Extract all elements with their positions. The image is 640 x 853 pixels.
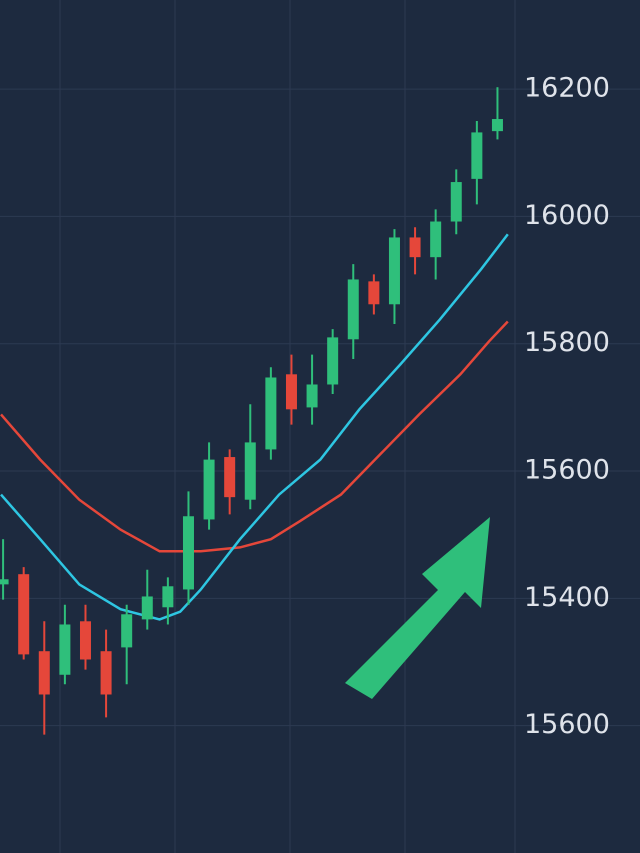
candle-body: [265, 377, 277, 450]
candle-body: [388, 237, 400, 305]
moving-average-line: [0, 320, 509, 553]
candle-body: [18, 574, 30, 655]
candle-body: [409, 237, 421, 258]
candle-body: [121, 614, 133, 648]
y-tick-label: 15800: [524, 327, 610, 358]
up-arrow: [345, 517, 490, 699]
vertical-grid: [59, 0, 516, 853]
candle-body: [59, 624, 71, 675]
candle-body: [244, 442, 256, 500]
candle-body: [182, 516, 194, 590]
candle-body: [162, 586, 174, 608]
moving-average-line: [0, 233, 509, 621]
candle-body: [368, 281, 380, 305]
candle-body: [450, 182, 462, 222]
candle-body: [0, 579, 9, 585]
candle-body: [327, 337, 339, 385]
y-tick-label: 15600: [524, 455, 610, 486]
candle-body: [38, 651, 50, 695]
candle-body: [347, 279, 359, 340]
candle-body: [491, 119, 503, 132]
candle-body: [224, 457, 236, 498]
candle-body: [430, 221, 442, 258]
candle-body: [471, 132, 483, 179]
candle-body: [285, 374, 297, 410]
y-tick-label: 16000: [524, 200, 610, 231]
y-tick-label: 15600: [524, 709, 610, 740]
plot: 16200 16000 15800 15600 15400 15600: [0, 73, 640, 740]
candle-body: [306, 384, 318, 408]
y-tick-label: 16200: [524, 73, 610, 104]
candle-body: [100, 651, 112, 695]
candle-body: [141, 596, 153, 620]
candle-body: [79, 621, 91, 660]
candle-body: [203, 459, 215, 520]
y-tick-label: 15400: [524, 582, 610, 613]
